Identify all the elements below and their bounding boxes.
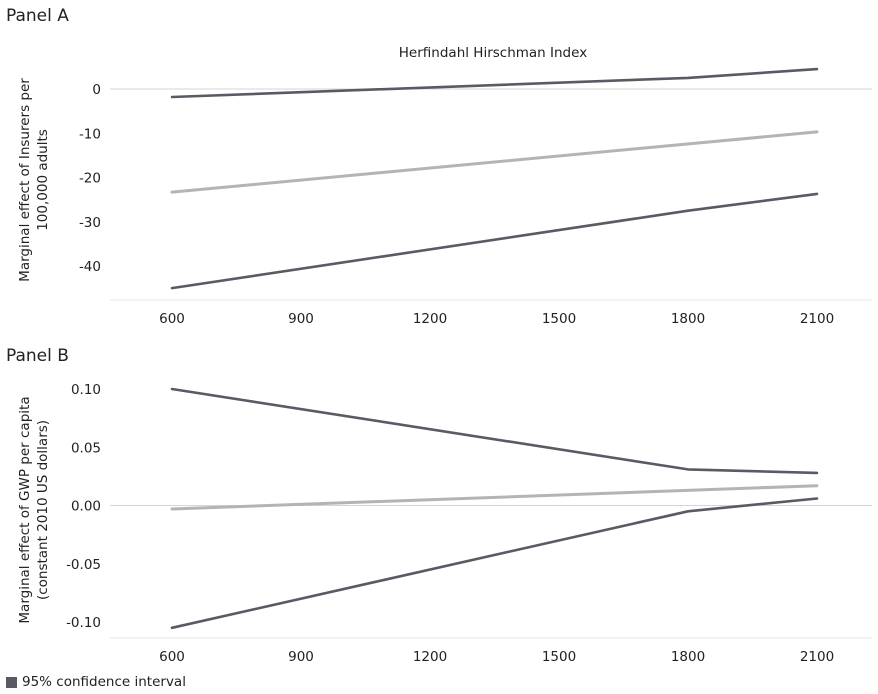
y-tick-label: 0.00 [71,499,101,515]
chart-title: Herfindahl Hirschman Index [399,45,587,61]
panel-a-plot: Herfindahl Hirschman Index 0 -10 -20 -30 -40 6… [17,45,872,327]
x-tick-label: 1200 [413,649,447,665]
x-tick-label: 2100 [800,649,834,665]
panel-b-plot: 0.10 0.05 0.00 -0.05 -0.10 600 900 1200 1500 1800… [17,382,872,665]
series-line-estimate [170,484,819,511]
y-tick-label: 0.05 [71,440,101,456]
panel-a-title: Panel A [6,6,69,26]
x-tick-label: 1500 [542,649,576,665]
series-line-lower [170,497,819,630]
x-tick-label: 1500 [542,311,576,327]
x-tick-label: 1800 [671,649,705,665]
y-tick-label: -0.10 [66,615,101,631]
legend-swatch [6,676,17,688]
y-tick-label: -30 [79,215,101,231]
x-tick-label: 900 [288,649,314,665]
x-tick-label: 1800 [671,311,705,327]
x-tick-label: 2100 [800,311,834,327]
y-tick-label: -40 [79,259,101,275]
panel-b-title: Panel B [6,346,69,366]
y-tick-label: 0 [92,82,101,98]
y-axis-label: Marginal effect of Insurers per [17,78,33,282]
series-line-lower [170,192,819,290]
series-line-upper [170,67,819,99]
series-line-estimate [170,130,819,194]
y-tick-label: -0.05 [66,557,101,573]
series-line-upper [170,387,819,475]
x-tick-label: 900 [288,311,314,327]
y-tick-label: 0.10 [71,382,101,398]
x-tick-label: 600 [159,649,185,665]
y-axis-label: Marginal effect of GWP per capita [17,396,33,623]
legend: 95% confidence interval [6,674,186,690]
y-tick-label: -20 [79,171,101,187]
legend-label: 95% confidence interval [22,674,186,690]
x-tick-label: 1200 [413,311,447,327]
y-axis-label: 100,000 adults [35,129,51,231]
y-axis-label: (constant 2010 US dollars) [35,420,51,600]
y-tick-label: -10 [79,126,101,142]
x-tick-label: 600 [159,311,185,327]
